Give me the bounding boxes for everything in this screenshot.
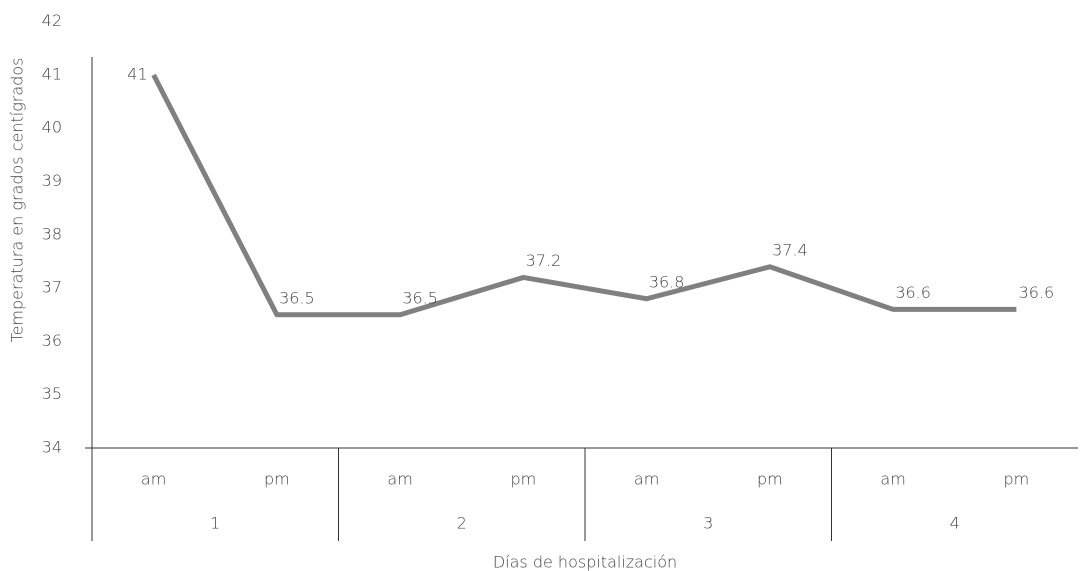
group-label: 2 — [457, 514, 467, 533]
y-tick-label: 37 — [42, 278, 62, 297]
y-tick-label: 42 — [42, 11, 62, 30]
data-label: 36.6 — [1019, 283, 1055, 302]
y-axis-label: Temperatura en grados centígrados — [8, 58, 27, 343]
data-label: 36.5 — [279, 288, 315, 307]
x-tick-label: pm — [264, 470, 290, 489]
data-label: 36.6 — [895, 283, 931, 302]
x-tick-label: am — [387, 470, 412, 489]
x-tick-label: pm — [757, 470, 783, 489]
group-label: 3 — [703, 514, 713, 533]
x-tick-label: am — [880, 470, 905, 489]
x-tick-label: pm — [511, 470, 537, 489]
data-label: 36.8 — [649, 272, 685, 291]
y-tick-label: 39 — [42, 171, 62, 190]
y-tick-label: 34 — [42, 438, 62, 457]
y-tick-label: 38 — [42, 224, 62, 243]
line — [151, 73, 1017, 318]
y-tick-label: 35 — [42, 384, 62, 403]
x-tick-label: pm — [1004, 470, 1030, 489]
y-tick-label: 36 — [42, 331, 62, 350]
x-tick-label: am — [634, 470, 659, 489]
x-tick-label: am — [141, 470, 166, 489]
y-tick-label: 41 — [42, 64, 62, 83]
group-label: 4 — [950, 514, 960, 533]
group-label: 1 — [210, 514, 220, 533]
data-label: 36.5 — [402, 288, 438, 307]
data-label: 37.2 — [526, 251, 562, 270]
data-label: 41 — [127, 64, 147, 83]
y-tick-label: 40 — [42, 118, 62, 137]
x-axis-label: Días de hospitalización — [493, 553, 677, 571]
data-label: 37.4 — [772, 240, 808, 259]
